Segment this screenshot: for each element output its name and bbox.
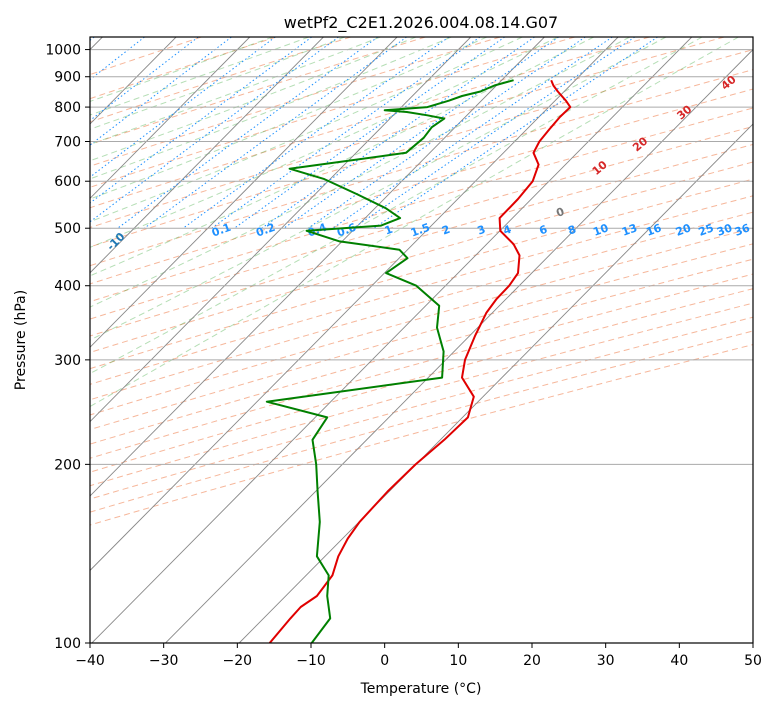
chart-title: wetPf2_C2E1.2026.004.08.14.G07 [284, 13, 558, 33]
y-tick-label: 900 [54, 70, 81, 86]
dry-adiabat [90, 330, 753, 513]
isotherm-line [90, 37, 398, 348]
mixing-ratio-label: 20 [674, 221, 693, 239]
mixing-ratio-label: 13 [620, 221, 639, 238]
mixing-ratio-line [353, 37, 636, 229]
isotherm-line [90, 37, 324, 274]
temperature-line [268, 79, 572, 643]
dry-adiabat [90, 37, 426, 145]
y-tick-label: 600 [54, 174, 81, 190]
mixing-ratio-label: 6 [538, 223, 550, 238]
x-tick-label: 30 [597, 653, 615, 669]
dry-adiabat [90, 37, 725, 229]
mixing-ratio-label: 1 [383, 223, 395, 238]
mixing-ratio-label: 0.2 [254, 221, 277, 240]
mixing-ratio-line [90, 37, 232, 146]
x-axis-title: Temperature (°C) [360, 681, 482, 697]
mixing-ratio-label: 0.1 [210, 221, 233, 240]
mixing-ratio-label: 30 [715, 221, 734, 239]
mixing-ratio-line [182, 37, 450, 229]
zero-label: 0 [554, 205, 566, 220]
mixing-ratio-label: 36 [733, 221, 752, 239]
x-tick-label: −10 [296, 653, 326, 669]
y-axis: 100 200 300 400 500 600 700 800 900 1000 [45, 43, 90, 652]
moist-adiabat [90, 37, 703, 375]
dry-adiabat [90, 316, 753, 500]
dry-adiabat [90, 288, 753, 473]
mixing-ratio-label: 3 [476, 223, 488, 238]
mixing-ratio-line [90, 37, 339, 223]
dry-adiabat [90, 125, 753, 320]
line-labels: -10 0.1 0.2 0.4 0.6 1 1.5 2 3 4 6 8 10 13 16 20 25 303601… [104, 73, 752, 254]
isotherm-line [90, 37, 619, 572]
moist-adiabat [90, 37, 523, 223]
mixing-ratio-line [211, 37, 481, 229]
isotherm-line [90, 37, 545, 497]
dry-adiabat [90, 37, 277, 100]
mixing-ratio-line [373, 37, 658, 229]
isotherm-line [238, 123, 753, 643]
dry-adiabat [90, 107, 753, 303]
mixing-ratio-line [307, 37, 586, 229]
y-tick-label: 700 [54, 134, 81, 150]
mixing-ratio-label: 2 [440, 223, 452, 238]
moist-adiabat [90, 37, 559, 248]
x-axis: −40 −30 −20 −10 0 10 20 30 40 50 [75, 643, 762, 669]
dewpoint-line [265, 79, 514, 643]
y-tick-label: 200 [54, 457, 81, 473]
mixing-ratio-line [234, 37, 505, 229]
mixing-ratio-label: 1.5 [409, 221, 432, 240]
y-tick-label: 100 [54, 636, 81, 652]
mixing-ratio-line [144, 37, 407, 229]
dry-adiabat [90, 143, 753, 337]
mixing-ratio-label: 16 [644, 221, 663, 239]
mixing-ratio-line [90, 37, 199, 122]
x-tick-label: 40 [670, 653, 688, 669]
mixing-ratio-label: 8 [566, 223, 578, 238]
isotherm-line [165, 48, 753, 643]
x-tick-label: −20 [223, 653, 253, 669]
y-tick-label: 800 [54, 100, 81, 116]
moist-adiabat [90, 37, 417, 162]
dry-adiabat [90, 37, 650, 209]
mixing-ratio-label: 0.6 [335, 221, 358, 240]
mixing-ratio-label: 4 [501, 223, 513, 238]
moist-adiabat [90, 37, 309, 116]
x-tick-label: −30 [149, 653, 179, 669]
dry-adiabat [90, 211, 753, 401]
dry-adiabat [90, 161, 753, 354]
series-group [265, 79, 572, 643]
x-tick-label: −40 [75, 653, 105, 669]
moist-adiabat [90, 37, 345, 130]
x-tick-label: 50 [744, 653, 762, 669]
y-tick-label: 300 [54, 353, 81, 369]
y-tick-label: 500 [54, 221, 81, 237]
x-tick-label: 20 [523, 653, 541, 669]
isotherm-line [90, 37, 251, 200]
dry-adiabat [90, 69, 753, 267]
y-tick-label: 1000 [45, 43, 81, 59]
mixing-ratio-label: 10 [591, 221, 610, 239]
moist-adiabat [90, 37, 594, 277]
dry-adiabat [90, 88, 753, 285]
dry-adiabat [90, 243, 753, 431]
plot-frame [89, 36, 754, 644]
mixing-ratio-line [117, 37, 379, 229]
moist-adiabat [90, 37, 630, 308]
x-tick-label: 10 [449, 653, 467, 669]
x-tick-label: 0 [380, 653, 389, 669]
isotherm-line [91, 37, 693, 643]
mixing-ratio-label: 25 [697, 221, 716, 238]
dry-adiabat [90, 37, 501, 167]
y-tick-label: 400 [54, 279, 81, 295]
dry-adiabat [90, 258, 753, 445]
isotherm-line [90, 37, 472, 423]
y-axis-title: Pressure (hPa) [13, 290, 29, 390]
